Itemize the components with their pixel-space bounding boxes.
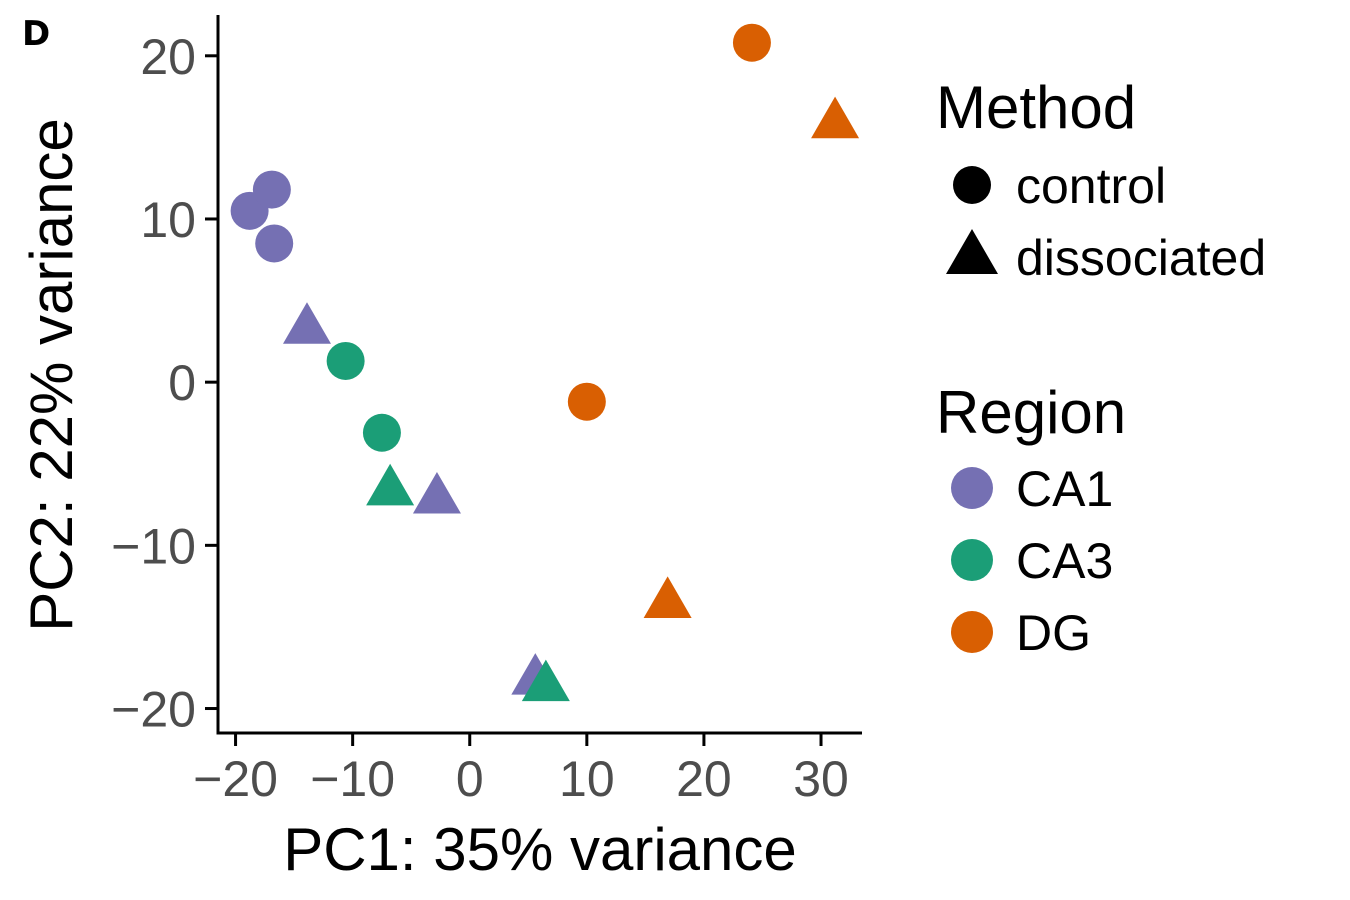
legend-method-title: Method [936, 74, 1136, 141]
data-point-dg-dissociated [811, 96, 860, 139]
data-point-ca3-control [362, 413, 401, 452]
x-tick-label: −20 [193, 751, 278, 807]
legend-color-key [951, 611, 993, 653]
x-axis-ticks: −20 −10 0 10 20 30 [193, 733, 849, 807]
x-tick-label: 30 [793, 751, 849, 807]
legend-label: dissociated [1016, 230, 1266, 286]
plot-area: −20 −10 0 10 20 30 −20 −10 0 10 20 [111, 15, 862, 807]
x-axis-title: PC1: 35% variance [283, 816, 797, 883]
data-point-ca3-dissociated [521, 659, 570, 702]
data-point-dg-control [567, 382, 606, 421]
legend-circle-key [953, 166, 991, 204]
x-tick-label: 20 [676, 751, 732, 807]
y-axis-title: PC2: 22% variance [18, 118, 85, 632]
y-tick-label: 20 [140, 29, 196, 85]
y-tick-label: −10 [111, 518, 196, 574]
legend-label: CA1 [1016, 461, 1113, 517]
x-tick-label: 10 [559, 751, 615, 807]
data-point-ca1-control [252, 170, 291, 209]
legend-label: CA3 [1016, 533, 1113, 589]
data-point-ca3-control [326, 341, 365, 380]
legend-item-ca3: CA3 [951, 533, 1113, 589]
x-tick-label: −10 [310, 751, 395, 807]
legend-color-key [951, 467, 993, 509]
legend-item-dg: DG [951, 605, 1091, 661]
data-points [230, 23, 860, 702]
legend-label: DG [1016, 605, 1091, 661]
data-point-ca1-control [255, 224, 294, 263]
legend-label: control [1016, 158, 1166, 214]
data-point-ca1-dissociated [412, 471, 461, 514]
legend-item-control: control [953, 158, 1166, 214]
y-axis-ticks: −20 −10 0 10 20 [111, 29, 218, 738]
x-tick-label: 0 [456, 751, 484, 807]
legend-triangle-key [946, 228, 998, 275]
legend-item-dissociated: dissociated [946, 228, 1266, 286]
data-point-dg-control [732, 23, 771, 62]
data-point-ca1-dissociated [282, 302, 331, 344]
legend-region-items: CA1 CA3 DG [951, 461, 1113, 661]
y-tick-label: −20 [111, 682, 196, 738]
legend-item-ca1: CA1 [951, 461, 1113, 517]
panel-label: D [22, 14, 50, 54]
y-tick-label: 10 [140, 192, 196, 248]
legend-color-key [951, 539, 993, 581]
data-point-ca3-dissociated [366, 463, 415, 506]
y-tick-label: 0 [168, 355, 196, 411]
legend-region-title: Region [936, 379, 1126, 446]
legend: Method control dissociated Region CA1 CA3 D… [936, 74, 1266, 661]
data-point-dg-dissociated [643, 576, 692, 618]
legend-method-items: control dissociated [946, 158, 1266, 286]
